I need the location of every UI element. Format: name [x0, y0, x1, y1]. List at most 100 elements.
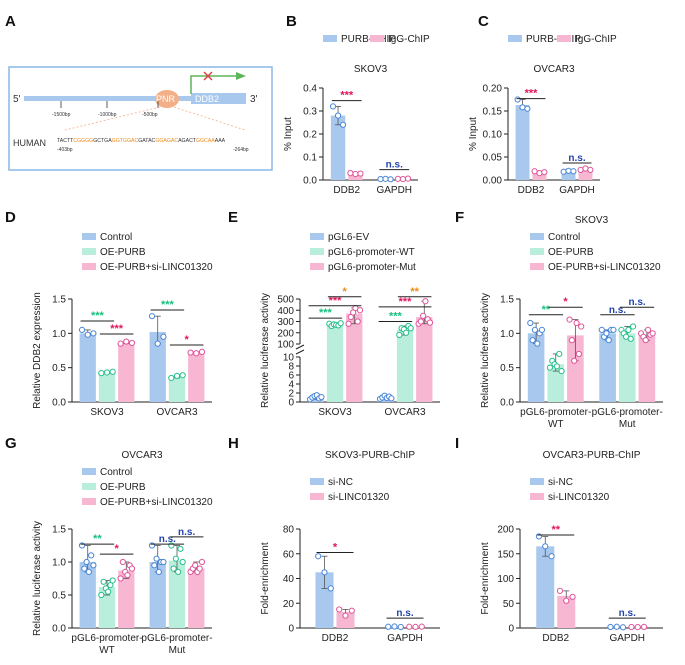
x-tick-label: DDB2: [322, 633, 349, 644]
data-point: [187, 349, 194, 356]
data-point: [155, 568, 162, 576]
gene-label: DDB2: [195, 94, 219, 104]
data-point: [569, 593, 576, 600]
y-axis-label: % Input: [468, 117, 479, 151]
schematic-frame: [8, 66, 273, 171]
y-tick-label: 4: [288, 380, 294, 391]
chart-title: SKOV3: [354, 64, 388, 75]
data-point: [198, 348, 206, 355]
x-tick-label: DDB2: [542, 633, 569, 644]
legend-label: si-LINC01320: [328, 492, 390, 503]
data-point: [337, 320, 344, 327]
y-tick-label: 200: [497, 525, 514, 536]
blocked-x-icon: [203, 71, 213, 81]
data-point: [179, 558, 186, 566]
panel-letter-e: E: [228, 209, 238, 226]
data-point: [642, 337, 649, 344]
data-point: [568, 337, 575, 344]
y-tick-label: 300: [277, 317, 294, 328]
data-point: [318, 393, 325, 401]
pnr-blob: [155, 90, 179, 108]
sequence-text: TACTTCGGGGGCTGAGGTGGACGATACGGAGACAGACTGG…: [57, 138, 226, 144]
y-tick-label: 0.20: [483, 84, 503, 95]
y-tick-label: 0.4: [303, 84, 317, 95]
bar: [618, 333, 636, 402]
tick-label-500: -500bp: [142, 112, 158, 118]
legend-label: Control: [548, 232, 580, 243]
panel-letter-a: A: [5, 13, 16, 30]
data-point: [640, 623, 648, 631]
x-tick-label: DDB2: [333, 185, 360, 196]
chart-panel-i: OVCAR3-PURB-ChIP si-NC si-LINC01320 0 50 100 1…: [480, 450, 663, 644]
data-point: [524, 105, 531, 112]
axis-break-mark: [295, 344, 305, 355]
data-point: [119, 558, 126, 566]
data-point: [610, 326, 617, 333]
data-point: [649, 330, 656, 337]
x-tick-label: Mut: [619, 419, 636, 430]
seq-part: GGAGAC: [155, 138, 178, 144]
y-axis-label: % Input: [283, 117, 294, 151]
y-axis-label: Relative DDB2 expression: [32, 292, 43, 409]
data-point: [83, 558, 90, 566]
data-point: [556, 587, 564, 594]
position-left-label: -403bp: [57, 147, 73, 153]
legend-label: OE-PURB+si-LINC01320: [100, 497, 213, 508]
data-point: [387, 176, 394, 183]
legend-swatch: [530, 263, 544, 270]
y-tick-label: 0.3: [303, 107, 317, 118]
y-tick-label: 0.10: [483, 130, 503, 141]
x-tick-label: OVCAR3: [384, 407, 426, 418]
seq-part: AAA: [215, 138, 226, 144]
data-point: [556, 350, 563, 358]
bar: [168, 376, 186, 402]
data-point: [605, 337, 612, 344]
five-prime-label: 5': [13, 94, 21, 105]
tick-label-1000: -1000bp: [98, 112, 117, 118]
bar: [149, 331, 166, 402]
data-point: [124, 572, 131, 579]
legend-label: si-NC: [328, 477, 353, 488]
y-tick-label: 0.15: [483, 107, 503, 118]
x-tick-label: GAPDH: [376, 185, 412, 196]
x-tick-label: GAPDH: [609, 633, 645, 644]
sig-label: n.s.: [568, 153, 585, 164]
tick-label-1500: -1500bp: [52, 112, 71, 118]
panel-letter-g: G: [5, 435, 17, 452]
data-point: [198, 558, 206, 566]
y-tick-label: 500: [277, 295, 294, 306]
y-tick-label: 20: [283, 599, 295, 610]
chart-panel-h: SKOV3-PURB-ChIP si-NC si-LINC01320 0 20 40 60 8…: [260, 450, 440, 644]
bar: [416, 317, 433, 402]
x-tick-label: pGL6-promoter-: [71, 633, 142, 644]
sig-label: n.s.: [628, 297, 645, 308]
data-point: [81, 565, 88, 572]
chart-title: OVCAR3-PURB-ChIP: [543, 450, 641, 461]
data-point: [177, 545, 184, 552]
data-point: [84, 331, 91, 338]
data-point: [336, 606, 343, 613]
data-point: [391, 623, 398, 630]
x-tick-label: GAPDH: [559, 185, 595, 196]
x-tick-label: OVCAR3: [156, 407, 198, 418]
data-point: [154, 340, 161, 347]
data-point: [327, 585, 334, 592]
tss-arrow-icon: [190, 75, 238, 94]
data-point: [412, 623, 419, 630]
panel-letter-f: F: [455, 209, 464, 226]
data-point: [629, 323, 637, 330]
data-point: [536, 170, 543, 177]
sig-label: ***: [340, 90, 354, 102]
data-point: [570, 168, 577, 175]
x-tick-label: GAPDH: [387, 633, 423, 644]
y-tick-label: 200: [277, 328, 294, 339]
legend-label: OE-PURB: [100, 247, 146, 258]
y-axis-label: Relative luciferase activity: [32, 521, 43, 636]
data-point: [356, 307, 364, 314]
data-point: [88, 552, 95, 559]
data-point: [426, 319, 434, 326]
data-point: [172, 555, 179, 562]
data-point: [352, 170, 359, 178]
